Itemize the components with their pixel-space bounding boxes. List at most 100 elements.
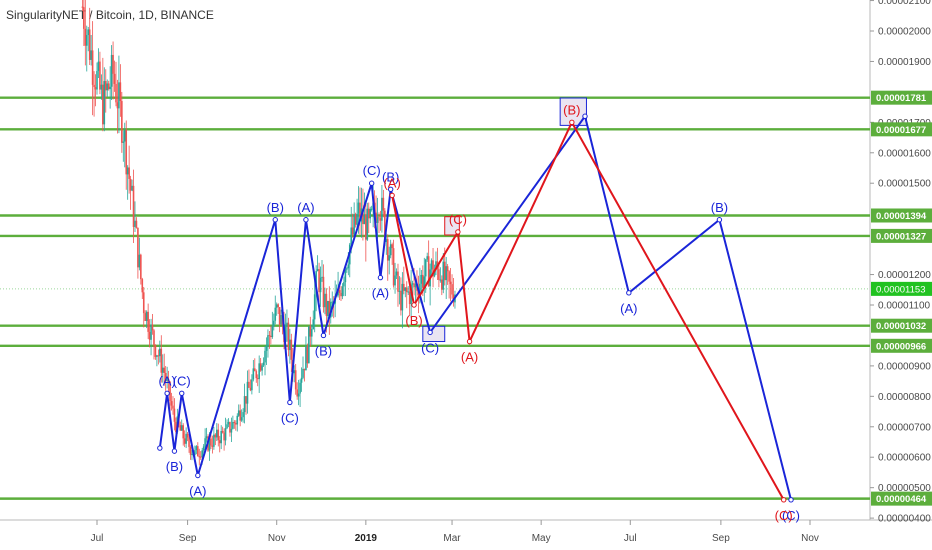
- y-tick-label: 0.00001100: [878, 301, 931, 312]
- candlestick: [286, 309, 288, 342]
- candlestick: [365, 200, 367, 262]
- wave-point[interactable]: [569, 119, 575, 126]
- wave-point[interactable]: [368, 180, 375, 186]
- candlestick: [370, 205, 373, 212]
- wave-point[interactable]: [171, 448, 178, 454]
- candlestick: [381, 185, 383, 233]
- current-price-label: 0.00001153: [876, 284, 926, 295]
- candlestick: [305, 336, 307, 371]
- wave-line[interactable]: [158, 113, 792, 501]
- candlestick: [156, 354, 158, 367]
- candlestick: [253, 358, 256, 372]
- candlestick: [265, 337, 268, 365]
- level-label-box: [871, 491, 932, 506]
- wave-point[interactable]: [287, 399, 293, 406]
- candlestick: [337, 271, 339, 298]
- candlestick: [293, 365, 296, 383]
- wave-point[interactable]: [626, 290, 632, 296]
- candlestick: [170, 392, 173, 411]
- candlestick: [218, 435, 221, 453]
- candlestick: [394, 262, 396, 294]
- y-tick-label: 0.00000400: [878, 514, 931, 525]
- wave-point[interactable]: [582, 113, 588, 119]
- candlestick: [267, 329, 269, 358]
- candlestick: [289, 328, 291, 364]
- candlestick: [102, 57, 104, 132]
- candlestick: [359, 187, 361, 235]
- wave-point[interactable]: [320, 332, 327, 339]
- wave-line[interactable]: [391, 120, 785, 501]
- candlestick: [119, 64, 122, 117]
- wave-point[interactable]: [164, 390, 170, 396]
- candlestick: [242, 408, 244, 423]
- wave-point[interactable]: [387, 186, 394, 193]
- wave-point[interactable]: [466, 338, 473, 345]
- candlestick: [448, 270, 450, 299]
- candlestick: [94, 74, 97, 107]
- candlestick: [107, 80, 110, 91]
- candlestick: [189, 445, 192, 460]
- x-tick-label: Nov: [801, 533, 819, 544]
- level-label-box: [871, 90, 932, 105]
- candlestick: [229, 421, 231, 437]
- candlestick: [272, 313, 275, 331]
- y-tick-label: 0.00000900: [878, 361, 931, 372]
- candlestick: [141, 277, 144, 300]
- wave-point[interactable]: [303, 217, 309, 223]
- candlestick: [378, 212, 380, 233]
- candlestick: [145, 310, 148, 329]
- candlestick: [312, 310, 315, 330]
- wave-label: (C): [281, 410, 299, 425]
- wave-label: (B): [267, 200, 284, 215]
- candlestick: [259, 358, 262, 372]
- level-label-box: [871, 338, 932, 353]
- level-label: 0.00000966: [876, 341, 926, 352]
- candlestick: [346, 266, 348, 273]
- wave-point[interactable]: [272, 217, 278, 223]
- wave-point[interactable]: [195, 472, 201, 479]
- candlestick: [110, 45, 113, 101]
- candlestick: [150, 318, 152, 356]
- wave-point[interactable]: [788, 497, 794, 503]
- candlestick: [322, 264, 325, 313]
- candlestick: [148, 319, 151, 348]
- wave-label: (C): [173, 373, 191, 388]
- wave-point[interactable]: [389, 192, 395, 199]
- wave-label: (C): [421, 340, 439, 355]
- wave-point[interactable]: [781, 497, 787, 503]
- candlestick: [83, 0, 85, 46]
- wave-point[interactable]: [411, 302, 417, 308]
- candlestick: [112, 41, 114, 100]
- wave-label: (A): [189, 483, 206, 498]
- wave-point[interactable]: [377, 274, 384, 281]
- wave-point[interactable]: [179, 390, 185, 396]
- candlestick: [438, 264, 440, 288]
- candlestick: [353, 202, 355, 240]
- candlestick: [116, 79, 119, 134]
- candlestick: [294, 363, 297, 395]
- candlestick: [233, 420, 236, 429]
- candlestick: [435, 251, 437, 275]
- x-tick-label: Sep: [179, 533, 197, 544]
- wave-point[interactable]: [455, 229, 461, 235]
- candlestick: [354, 212, 357, 228]
- wave-point[interactable]: [716, 217, 723, 223]
- candlestick: [118, 55, 120, 134]
- candlestick: [341, 283, 344, 300]
- candlestick: [173, 398, 176, 431]
- y-tick-label: 0.00000600: [878, 453, 931, 464]
- candlestick: [246, 370, 249, 414]
- candlestick: [134, 201, 136, 233]
- candlestick: [166, 366, 168, 389]
- candlestick: [356, 198, 358, 230]
- candlestick: [131, 179, 133, 192]
- wave-label: (A): [383, 175, 400, 190]
- wave-point[interactable]: [427, 329, 433, 336]
- candlestick: [430, 258, 433, 276]
- candlestick: [388, 246, 391, 275]
- candlestick: [183, 430, 186, 448]
- level-label: 0.00001394: [876, 211, 927, 222]
- wave-point[interactable]: [157, 445, 163, 451]
- candlestick: [226, 419, 228, 430]
